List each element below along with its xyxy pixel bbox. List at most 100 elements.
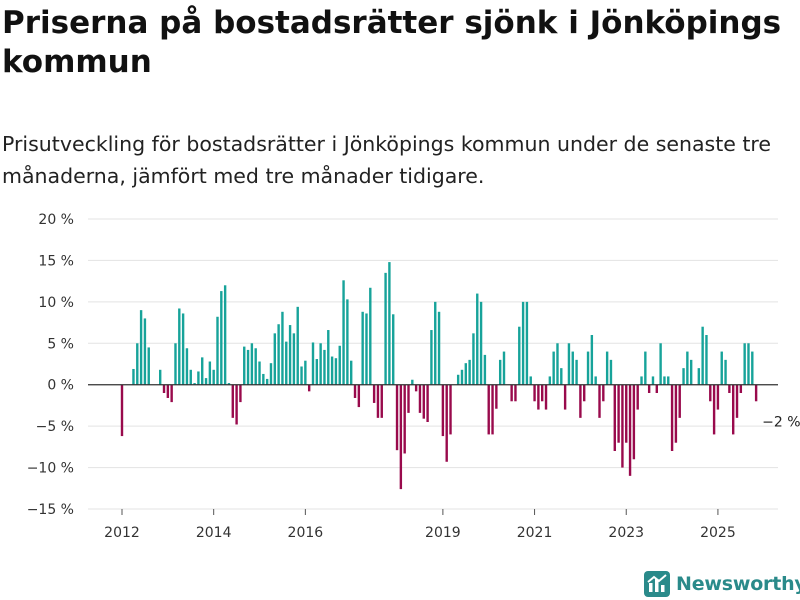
bar: [223, 285, 227, 385]
bar: [441, 384, 445, 437]
bar: [201, 357, 204, 385]
bar: [732, 384, 735, 435]
bar: [682, 368, 685, 385]
x-tick-label: 2021: [517, 525, 553, 540]
bar: [571, 351, 574, 385]
bar: [330, 356, 334, 385]
bar: [185, 348, 189, 385]
bar: [193, 383, 196, 385]
x-tick-label: 2019: [425, 525, 461, 540]
bar: [628, 384, 632, 476]
bar: [254, 348, 257, 385]
bar: [426, 384, 429, 422]
bar: [491, 384, 494, 435]
bar: [288, 325, 292, 385]
bar: [414, 384, 418, 392]
bar: [712, 384, 716, 435]
bar: [735, 384, 739, 418]
bar: [212, 369, 215, 385]
bar: [189, 369, 192, 385]
chart-subtitle: Prisutveckling för bostadsrätter i Jönkö…: [2, 132, 772, 188]
bar: [136, 343, 139, 385]
bar: [353, 384, 357, 398]
bar: [621, 384, 624, 468]
bar: [392, 314, 395, 385]
bar: [262, 373, 265, 385]
bar: [689, 359, 693, 385]
brand-logo: Newsworthy: [644, 568, 800, 600]
bar: [743, 343, 746, 385]
bar: [514, 384, 517, 402]
bar: [686, 351, 689, 385]
y-tick-label: −10 %: [27, 461, 74, 477]
bar: [395, 384, 399, 451]
bar: [174, 343, 177, 385]
bar: [197, 371, 200, 385]
bar: [579, 384, 582, 418]
y-tick-label: −5 %: [36, 419, 74, 435]
bar: [281, 311, 284, 385]
bar: [231, 384, 234, 418]
x-tick-label: 2025: [700, 525, 736, 540]
bar: [678, 384, 681, 418]
bar: [346, 299, 349, 385]
bar: [617, 384, 620, 443]
newsworthy-logo-icon: [644, 571, 670, 597]
bar: [300, 366, 303, 385]
bar: [170, 384, 173, 403]
bar: [273, 333, 276, 385]
bar: [369, 287, 372, 385]
bar: [640, 376, 643, 385]
bar: [609, 359, 613, 385]
bar: [380, 384, 383, 418]
bar: [537, 384, 540, 410]
bar: [533, 384, 536, 402]
bar: [357, 384, 361, 408]
bar: [716, 384, 720, 410]
bar: [598, 384, 601, 418]
bar: [304, 360, 307, 385]
bar: [636, 384, 639, 410]
brand-name: Newsworthy: [676, 573, 800, 595]
bar: [323, 349, 326, 385]
bar: [327, 330, 330, 385]
bar: [751, 351, 754, 385]
x-tick-label: 2023: [608, 525, 644, 540]
bar: [605, 351, 609, 385]
bar: [239, 384, 242, 403]
bar: [361, 311, 364, 385]
bar: [208, 361, 212, 385]
bar: [625, 384, 628, 443]
bar: [269, 363, 273, 385]
bar: [437, 311, 441, 385]
bar: [388, 262, 391, 385]
bar: [510, 384, 513, 402]
bar: [342, 280, 345, 385]
bar: [594, 376, 597, 385]
bar: [632, 384, 636, 460]
bar: [498, 359, 502, 385]
bar: [472, 333, 475, 385]
chart-title: Priserna på bostadsrätter sjönk i Jönköp…: [2, 5, 782, 80]
bar: [663, 376, 666, 385]
bar: [334, 358, 338, 385]
y-tick-label: −15 %: [27, 502, 74, 518]
x-tick-label: 2014: [196, 525, 232, 540]
bar: [655, 384, 658, 393]
bar: [407, 384, 410, 413]
y-tick-label: 0 %: [47, 378, 74, 394]
bar: [541, 384, 544, 402]
bar: [647, 384, 651, 393]
bar: [560, 368, 563, 385]
bar: [285, 341, 288, 385]
bar: [747, 343, 750, 385]
bar: [159, 369, 162, 385]
bar: [449, 384, 452, 435]
bar: [338, 345, 341, 385]
bar: [464, 363, 467, 385]
bar: [674, 384, 678, 443]
bar: [602, 384, 605, 402]
bar: [350, 360, 353, 385]
bar: [701, 326, 704, 385]
bar: [220, 291, 223, 385]
